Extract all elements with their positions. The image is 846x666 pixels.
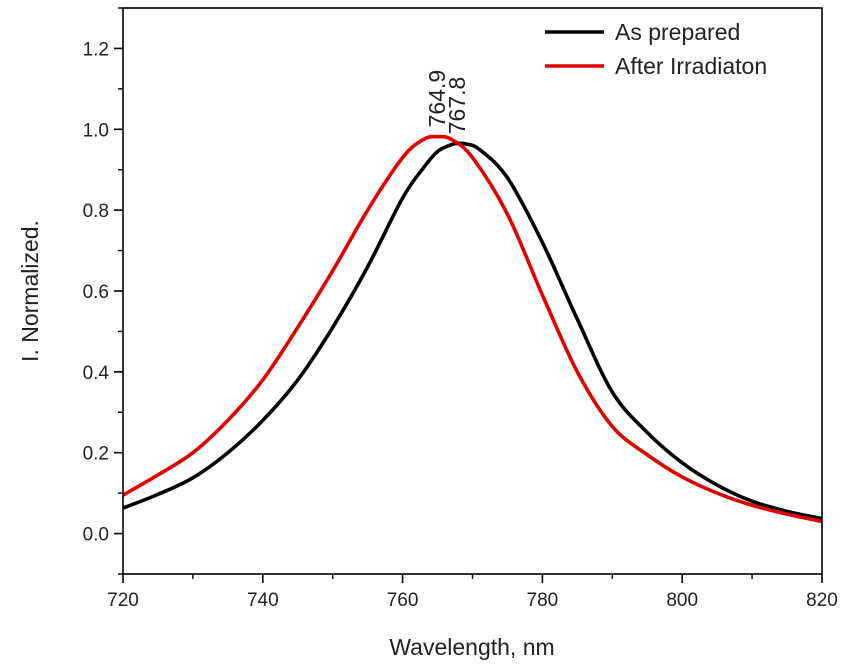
peak-label-1: 764.9 (424, 70, 450, 128)
x-tick-label: 780 (527, 590, 559, 611)
x-tick-label: 740 (247, 590, 279, 611)
y-tick-label: 1.2 (83, 39, 109, 60)
y-axis-title: I. Normalized. (17, 220, 43, 362)
y-tick-label: 0.8 (83, 201, 109, 222)
x-axis-title: Wavelength, nm (389, 634, 554, 660)
y-tick-label: 0.6 (83, 282, 109, 303)
y-tick-label: 0.4 (83, 363, 110, 384)
x-tick-label: 820 (806, 590, 838, 611)
legend-label-2: After Irradiaton (615, 53, 767, 79)
y-tick-label: 1.0 (83, 120, 109, 141)
ticks (114, 7, 823, 583)
tick-labels: 720 740 760 780 800 820 0.0 0.2 0.4 0.6 0.8 1.0 1.2 (83, 39, 838, 611)
plot-lines (122, 134, 823, 524)
series-line-2 (122, 134, 823, 524)
legend: As prepared After Irradiaton (545, 19, 767, 79)
x-tick-label: 800 (666, 590, 698, 611)
x-tick-label: 760 (387, 590, 419, 611)
legend-label-1: As prepared (615, 19, 740, 45)
y-tick-label: 0.2 (83, 444, 109, 465)
peak-label-2: 767.8 (444, 77, 470, 135)
y-tick-label: 0.0 (83, 525, 109, 546)
x-tick-label: 720 (107, 590, 139, 611)
